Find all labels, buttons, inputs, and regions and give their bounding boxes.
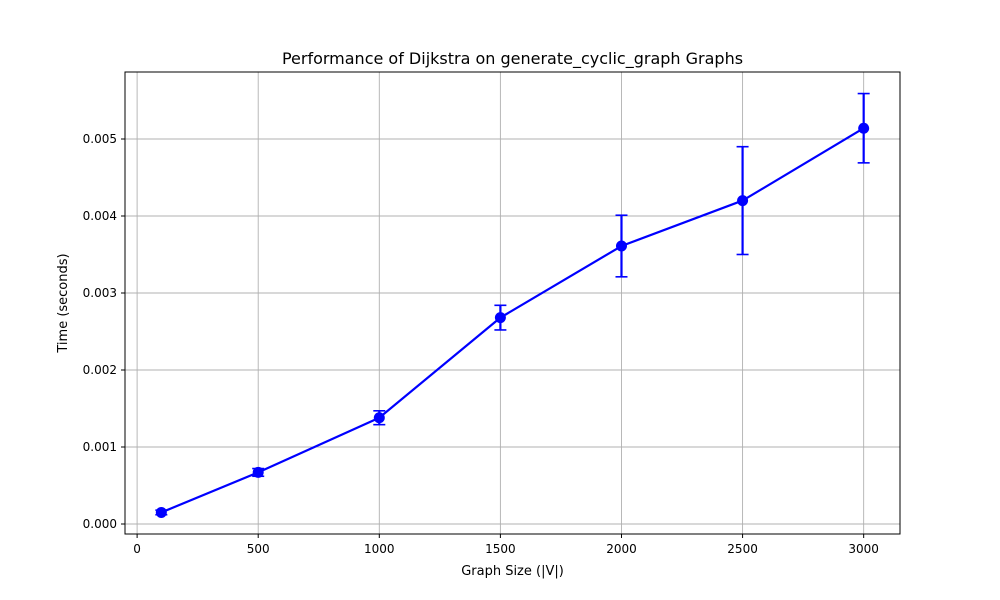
data-series	[155, 92, 870, 518]
grid-lines	[125, 72, 900, 534]
x-tick-label: 500	[247, 542, 270, 556]
x-tick-label: 1000	[364, 542, 395, 556]
data-point	[737, 195, 749, 207]
y-axis-label: Time (seconds)	[56, 253, 71, 353]
x-axis-label: Graph Size (|V|)	[461, 564, 564, 579]
y-tick-label: 0.000	[83, 517, 117, 531]
data-point	[615, 240, 627, 252]
x-tick-label: 2000	[606, 542, 637, 556]
x-tick-label: 3000	[848, 542, 879, 556]
plot-frame	[124, 71, 901, 535]
y-tick-label: 0.001	[83, 440, 117, 454]
y-tick-label: 0.002	[83, 363, 117, 377]
y-tick-label: 0.005	[83, 132, 117, 146]
data-point	[252, 466, 264, 478]
x-tick-label: 2500	[727, 542, 758, 556]
data-point	[373, 412, 385, 424]
x-tick-label: 1500	[485, 542, 516, 556]
axis-ticks: 0 500 1000 1500 2000 2500 3000 0.000 0.001 0.002 0…	[83, 132, 879, 556]
data-point	[155, 506, 167, 518]
data-point	[494, 312, 506, 324]
y-tick-label: 0.003	[83, 286, 117, 300]
data-point	[858, 122, 870, 134]
x-tick-label: 0	[133, 542, 141, 556]
chart-title: Performance of Dijkstra on generate_cycl…	[282, 49, 743, 69]
y-tick-label: 0.004	[83, 209, 117, 223]
